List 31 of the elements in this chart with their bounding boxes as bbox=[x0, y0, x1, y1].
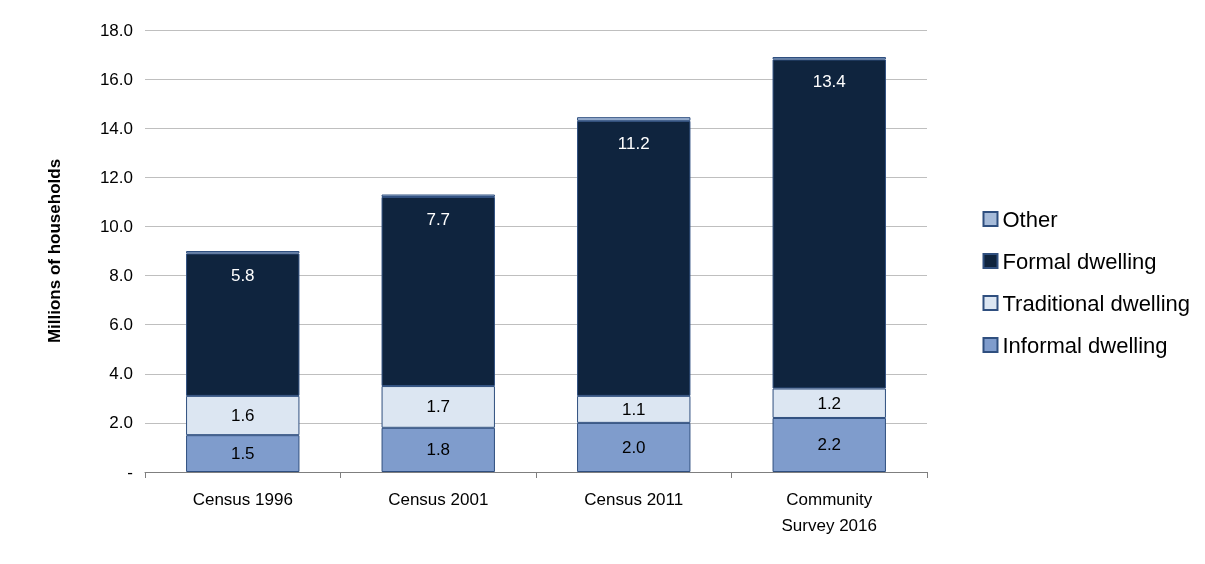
y-axis-title: Millions of households bbox=[45, 158, 64, 344]
legend-label: Informal dwelling bbox=[1002, 332, 1168, 358]
y-tick-label: 6.0 bbox=[109, 315, 133, 335]
y-tick-label: 8.0 bbox=[109, 266, 133, 286]
data-label: 1.1 bbox=[621, 399, 646, 419]
y-tick-label: 2.0 bbox=[109, 413, 133, 433]
data-label: 5.8 bbox=[230, 266, 255, 286]
legend-label: Other bbox=[1002, 206, 1058, 232]
x-tick-label: Census 2011 bbox=[584, 489, 684, 509]
data-label: 1.7 bbox=[426, 397, 451, 417]
data-label: 11.2 bbox=[617, 133, 650, 153]
legend-label: Formal dwelling bbox=[1002, 248, 1157, 274]
y-tick-label: 14.0 bbox=[99, 118, 133, 138]
data-label: 1.6 bbox=[230, 406, 255, 426]
y-tick-label: 12.0 bbox=[99, 167, 133, 187]
y-tick-label: - bbox=[127, 462, 133, 482]
y-tick-label: 16.0 bbox=[99, 69, 133, 89]
legend-label: Traditional dwelling bbox=[1002, 290, 1191, 316]
data-label: 1.8 bbox=[426, 440, 451, 460]
x-tick-label: Community Survey 2016 bbox=[781, 489, 877, 535]
x-tick-label: Census 2001 bbox=[388, 489, 489, 509]
data-label: 2.2 bbox=[817, 435, 842, 455]
data-label: 13.4 bbox=[812, 72, 846, 92]
data-label: 7.7 bbox=[426, 209, 451, 229]
y-tick-label: 4.0 bbox=[109, 364, 133, 384]
y-tick-label: 10.0 bbox=[99, 216, 133, 236]
y-tick-label: 18.0 bbox=[99, 20, 133, 40]
data-label: 1.5 bbox=[230, 444, 255, 464]
data-label: 1.2 bbox=[817, 393, 842, 413]
data-label: 2.0 bbox=[621, 437, 646, 457]
x-tick-label: Census 1996 bbox=[192, 489, 293, 509]
